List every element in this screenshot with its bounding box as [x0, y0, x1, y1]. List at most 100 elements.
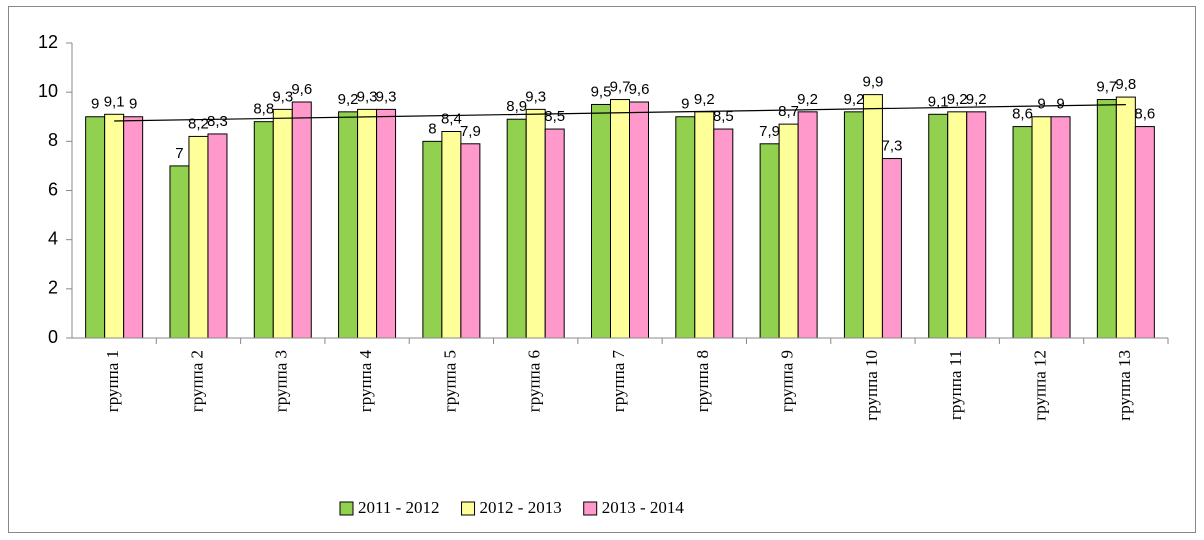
bar — [272, 108, 293, 339]
legend-label: 2012 - 2013 — [480, 498, 562, 517]
y-tick-label: 4 — [48, 228, 58, 248]
legend-label: 2013 - 2014 — [602, 498, 685, 517]
bar — [1031, 116, 1052, 339]
data-label: 9,6 — [291, 81, 312, 98]
data-label: 9,7 — [610, 79, 631, 96]
bar — [843, 111, 864, 339]
data-label: 9,3 — [525, 88, 546, 105]
legend-label: 2011 - 2012 — [358, 498, 440, 517]
bar — [85, 116, 106, 339]
data-label: 8,6 — [1012, 106, 1033, 123]
bar — [947, 111, 968, 339]
x-tick-label: группа 8 — [693, 350, 712, 412]
bar — [207, 133, 228, 339]
data-label: 8,5 — [713, 108, 734, 125]
bar — [713, 128, 734, 339]
bar — [675, 116, 696, 339]
x-tick-label: группа 2 — [187, 350, 206, 412]
bar — [525, 108, 546, 339]
data-label: 9,2 — [947, 91, 968, 108]
bar — [506, 118, 527, 339]
data-label: 8,4 — [441, 110, 462, 127]
x-tick-label: группа 1 — [103, 350, 122, 412]
bar — [928, 113, 949, 339]
bar — [544, 128, 565, 339]
data-label: 9,1 — [928, 93, 949, 110]
bar — [1096, 99, 1117, 339]
data-label: 8,8 — [253, 101, 274, 118]
x-tick-label: группа 7 — [609, 350, 628, 413]
data-label: 7,9 — [759, 123, 780, 140]
y-tick-label: 6 — [48, 179, 58, 199]
trendline — [114, 103, 1126, 122]
bar — [966, 111, 987, 339]
bar — [778, 123, 799, 339]
bar — [338, 111, 359, 339]
data-label: 9 — [681, 96, 689, 113]
data-label: 9,9 — [862, 74, 883, 91]
x-tick-label: группа 4 — [356, 350, 375, 413]
data-label: 8 — [428, 120, 436, 137]
bar — [694, 111, 715, 339]
data-label: 8,3 — [207, 113, 228, 130]
y-tick-label: 2 — [48, 278, 58, 298]
data-label: 7,3 — [881, 138, 902, 155]
data-label: 9 — [129, 96, 137, 113]
data-label: 9 — [91, 96, 99, 113]
bar — [357, 108, 378, 339]
data-label: 8,9 — [506, 98, 527, 115]
x-tick-label: группа 5 — [440, 350, 459, 412]
x-tick-label: группа 3 — [272, 350, 291, 412]
data-label: 9,5 — [591, 83, 612, 100]
data-label: 9,3 — [376, 88, 397, 105]
data-label: 9,2 — [966, 91, 987, 108]
x-tick-label: группа 11 — [946, 350, 965, 420]
bar — [169, 165, 190, 339]
data-label: 9,2 — [843, 91, 864, 108]
legend-swatch — [583, 501, 598, 516]
data-label: 8,6 — [1134, 106, 1155, 123]
data-label: 9,2 — [338, 91, 359, 108]
bar — [797, 111, 818, 339]
bar — [291, 101, 312, 339]
bar — [460, 143, 481, 339]
data-label: 9,1 — [104, 93, 125, 110]
bar — [629, 101, 649, 339]
y-tick-label: 0 — [48, 327, 58, 347]
data-label: 9 — [1056, 96, 1064, 113]
bar — [104, 113, 125, 339]
data-label: 9 — [1037, 96, 1045, 113]
bar — [1050, 116, 1071, 339]
bar — [862, 94, 883, 339]
bar — [759, 143, 780, 339]
bar — [188, 135, 209, 339]
bar — [422, 140, 443, 339]
data-label: 8,5 — [544, 108, 565, 125]
bar — [610, 99, 630, 339]
data-label: 9,3 — [357, 88, 378, 105]
data-label: 7,9 — [460, 123, 481, 140]
x-tick-label: группа 9 — [778, 350, 797, 412]
bar — [1012, 126, 1033, 339]
bar — [376, 108, 397, 339]
data-label: 9,2 — [694, 91, 715, 108]
y-tick-label: 8 — [48, 130, 58, 150]
data-label: 7 — [175, 145, 183, 162]
x-tick-label: группа 10 — [862, 350, 881, 421]
legend-swatch — [461, 501, 476, 516]
data-label: 9,3 — [272, 88, 293, 105]
x-tick-label: группа 12 — [1030, 350, 1049, 421]
y-tick-label: 12 — [38, 32, 58, 52]
bar — [123, 116, 144, 339]
data-label: 8,7 — [778, 103, 799, 120]
bar — [253, 121, 274, 339]
data-label: 9,8 — [1115, 76, 1136, 93]
data-label: 9,6 — [629, 81, 650, 98]
bar — [1134, 126, 1155, 339]
x-tick-label: группа 6 — [525, 350, 544, 412]
data-label: 9,7 — [1096, 79, 1117, 96]
bar — [441, 131, 462, 339]
bar — [1115, 96, 1136, 339]
data-label: 8,2 — [188, 115, 209, 132]
